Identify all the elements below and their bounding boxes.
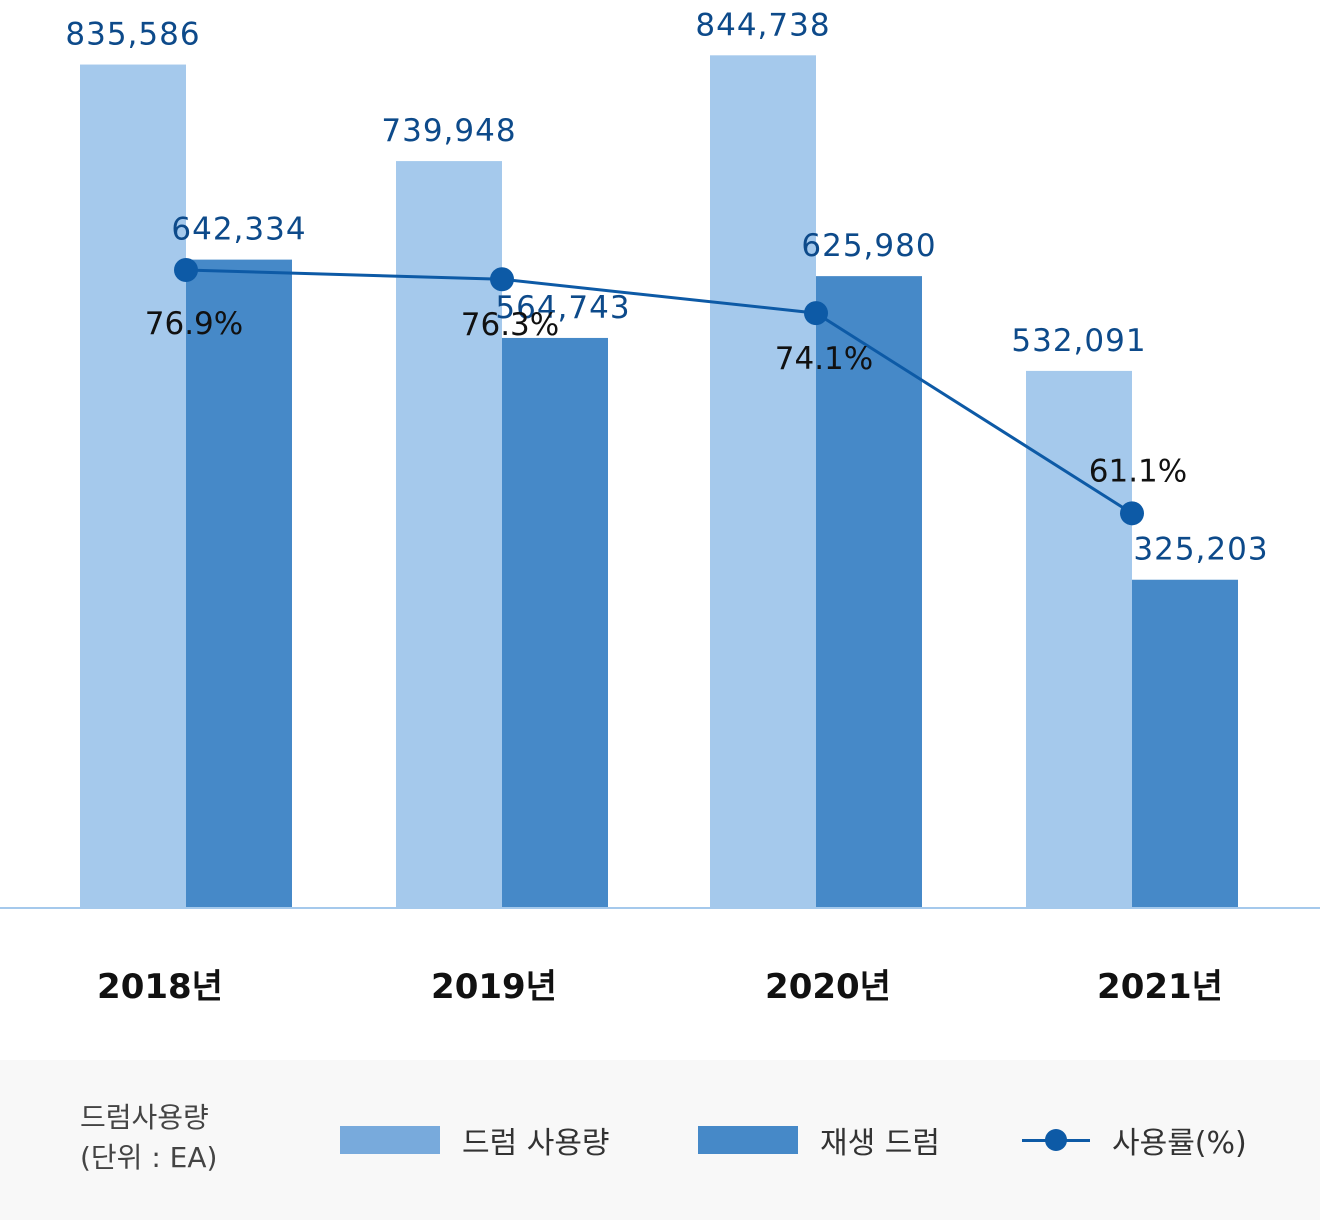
legend-label-usage-rate: 사용률(%) [1112, 1126, 1247, 1161]
bar-drum-usage-2019 [396, 161, 502, 909]
unit-note: 드럼사용량 (단위 : EA) [80, 1098, 217, 1178]
usage-rate-point [1120, 501, 1144, 526]
legend-item-recycled-drum: 재생 드럼 [698, 1122, 940, 1161]
bar-value-label: 844,738 [695, 7, 830, 43]
bar-recycled-drum-2019 [502, 337, 608, 908]
bar-drum-usage-2021 [1026, 370, 1132, 908]
bar-value-label: 625,980 [801, 228, 936, 264]
bar-value-label: 532,091 [1011, 323, 1146, 359]
usage-rate-line [185, 268, 1133, 515]
legend-item-usage-rate: 사용률(%) [1022, 1122, 1247, 1161]
x-tick-label: 2021년 [1097, 967, 1223, 1007]
bar-drum-usage-2018 [80, 64, 186, 908]
bar-recycled-drum-2021 [1132, 579, 1238, 908]
unit-line-2: (단위 : EA) [80, 1141, 218, 1174]
bar-value-label: 835,586 [65, 17, 200, 53]
x-tick-label: 2020년 [765, 967, 891, 1007]
legend-swatch-recycled-drum [698, 1126, 798, 1154]
usage-rate-point [490, 267, 514, 292]
legend-label-drum-usage: 드럼 사용량 [462, 1126, 610, 1161]
usage-rate-point [804, 301, 828, 326]
usage-rate-point [174, 258, 198, 282]
bar-recycled-drum-2018 [186, 259, 292, 909]
usage-rate-label: 76.3% [461, 307, 559, 343]
bar-value-label: 564,743 [495, 290, 630, 326]
legend-swatch-drum-usage [340, 1126, 440, 1154]
bar-recycled-drum-2020 [816, 276, 922, 908]
usage-rate-label: 74.1% [775, 341, 873, 377]
x-tick-label: 2018년 [97, 967, 223, 1007]
legend-item-drum-usage: 드럼 사용량 [340, 1122, 610, 1161]
bar-value-label: 325,203 [1133, 532, 1268, 568]
legend-label-recycled-drum: 재생 드럼 [820, 1126, 940, 1161]
bar-drum-usage-2020 [710, 55, 816, 908]
usage-rate-label: 76.9% [145, 306, 243, 342]
legend: 드럼사용량 (단위 : EA) 드럼 사용량 재생 드럼 사용률(%) [0, 1060, 1320, 1220]
legend-line-marker-icon [1022, 1126, 1090, 1154]
unit-line-1: 드럼사용량 [80, 1101, 209, 1134]
x-tick-label: 2019년 [431, 967, 557, 1007]
bar-value-label: 739,948 [381, 113, 516, 149]
usage-rate-label: 61.1% [1089, 453, 1187, 489]
bar-value-label: 642,334 [171, 212, 306, 248]
chart: 835,586 739,948 844,738 532,091 642,334 564,7… [0, 7, 1320, 1007]
